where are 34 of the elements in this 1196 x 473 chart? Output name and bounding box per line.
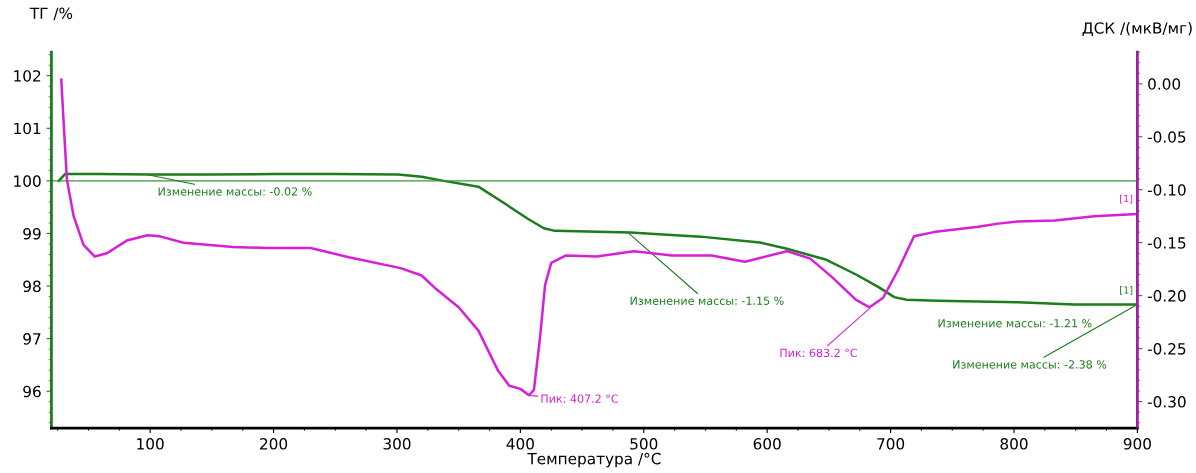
x-tick-label: 400 — [506, 438, 534, 450]
y2-tick-label: -0.30 — [1147, 396, 1186, 408]
x-tick-label: 800 — [1000, 438, 1028, 450]
y2-tick-label: -0.20 — [1147, 290, 1186, 302]
x-tick-label: 200 — [260, 438, 288, 450]
y-tick-label: 96 — [23, 385, 41, 398]
annotation: Изменение массы: -2.38 % — [953, 360, 1107, 369]
x-tick-label: 600 — [753, 438, 781, 450]
x-tick-label: 700 — [877, 438, 905, 450]
x-axis-title: Температура /°C — [527, 452, 661, 468]
annotation: [1] — [1120, 286, 1133, 295]
annotation: Изменение массы: -0.02 % — [158, 187, 312, 196]
y2-tick-label: -0.15 — [1147, 237, 1186, 249]
annotation: Изменение массы: -1.21 % — [938, 319, 1092, 328]
x-tick-label: 500 — [630, 438, 658, 450]
y-tick-label: 102 — [14, 70, 41, 82]
y-tick-label: 101 — [14, 122, 41, 135]
y2-tick-label: -0.10 — [1147, 184, 1186, 196]
x-tick-label: 300 — [383, 438, 411, 450]
y-tick-label: 98 — [23, 280, 41, 293]
y-tick-label: 97 — [23, 333, 41, 345]
annotation: Изменение массы: -1.15 % — [630, 296, 784, 305]
y2-axis-title: ДСК /(мкВ/мг) — [1082, 21, 1192, 36]
y2-tick-label: 0.00 — [1148, 78, 1181, 90]
y-tick-label: 99 — [23, 227, 41, 240]
x-tick-label: 100 — [137, 438, 164, 450]
annotation: Пик: 407.2 °C — [541, 394, 618, 403]
x-tick-label: 900 — [1123, 438, 1151, 450]
y-tick-label: 100 — [14, 175, 41, 187]
annotation: [1] — [1120, 194, 1133, 204]
y-axis-title: ТГ /% — [29, 7, 73, 21]
annotation: Пик: 683.2 °C — [780, 348, 857, 358]
y2-tick-label: -0.05 — [1147, 131, 1186, 143]
y2-tick-label: -0.25 — [1147, 343, 1186, 355]
